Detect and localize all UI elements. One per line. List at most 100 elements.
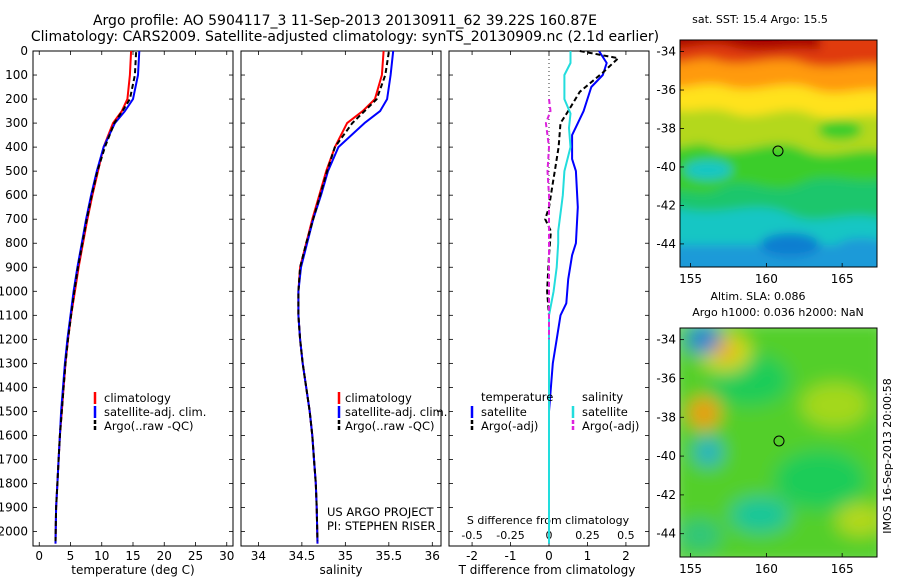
x-tick-label: 25 [188, 549, 203, 563]
sst-map-panel: sat. SST: 15.4 Argo: 15.5 155 160 165 -34 -3… [656, 13, 878, 286]
s-difference-tick-labels: -0.5 -0.25 0 0.25 0.5 [461, 529, 634, 542]
sst-heatmap [680, 40, 877, 267]
y-tick-label: 1100 [0, 308, 28, 322]
temperature-x-axis: 0 5 10 15 20 25 30 [35, 51, 234, 563]
legend-label-argo: Argo(..raw -QC) [104, 419, 194, 433]
series-line-argo-raw-qc [297, 52, 390, 542]
temperature-x-label: temperature (deg C) [71, 563, 194, 577]
y-tick-label: 1300 [0, 356, 28, 370]
legend-label-argo: Argo(..raw -QC) [345, 419, 435, 433]
map-y-tick-label: -38 [656, 121, 676, 135]
sla-map-panel: Altim. SLA: 0.086 Argo h1000: 0.036 h200… [656, 290, 894, 576]
y-tick-label: 0 [20, 44, 28, 58]
map-y-tick-label: -38 [656, 410, 676, 424]
legend-label-climatology: climatology [104, 391, 171, 405]
temperature-legend: climatology satellite-adj. clim. Argo(..… [93, 391, 206, 433]
legend-label-satellite: satellite-adj. clim. [345, 405, 447, 419]
y-tick-label: 400 [5, 140, 28, 154]
s-tick-label: 0.25 [575, 529, 600, 542]
figure-title-line1: Argo profile: AO 5904117_3 11-Sep-2013 2… [93, 13, 597, 29]
x-tick-label: 35 [338, 549, 353, 563]
x-tick-label: 0 [35, 549, 43, 563]
x-tick-label: 30 [219, 549, 234, 563]
x-tick-label: 5 [67, 549, 75, 563]
difference-series [544, 50, 620, 544]
temperature-panel: temperature (deg C) 01002003004005006007… [0, 44, 649, 577]
legend-label-s-satellite: satellite [582, 405, 628, 419]
t-difference-x-label: T difference from climatology [458, 563, 636, 577]
map-x-tick-label: 165 [831, 562, 854, 576]
y-tick-label: 300 [5, 116, 28, 130]
legend-label-satellite: satellite-adj. clim. [104, 405, 206, 419]
argo-location-marker [772, 145, 784, 157]
y-tick-label: 1600 [0, 428, 28, 442]
map-x-tick-label: 160 [755, 562, 778, 576]
project-annotation: US ARGO PROJECT [327, 505, 435, 519]
y-tick-label: 500 [5, 164, 28, 178]
y-tick-label: 200 [5, 92, 28, 106]
pi-annotation: PI: STEPHEN RISER [327, 519, 436, 533]
map-y-tick-label: -42 [656, 488, 676, 502]
map-y-tick-label: -44 [656, 237, 676, 251]
salinity-x-axis: 34 34.5 35 35.5 36 [251, 51, 440, 563]
s-tick-label: -0.25 [496, 529, 524, 542]
sla-map-title-line1: Altim. SLA: 0.086 [710, 290, 805, 303]
y-tick-label: 1500 [0, 404, 28, 418]
sla-map-axes: 155 160 165 -34 -36 -38 -40 -42 -44 [656, 333, 853, 576]
x-tick-label: 2 [622, 549, 630, 563]
salinity-series [297, 50, 395, 544]
map-y-tick-label: -36 [656, 371, 676, 385]
temperature-axes-frame [32, 50, 234, 547]
x-tick-label: 20 [157, 549, 172, 563]
t-difference-x-axis: -2 -1 0 1 2 [466, 51, 630, 563]
map-y-tick-label: -34 [656, 333, 676, 347]
salinity-axes-frame [240, 50, 442, 547]
map-x-tick-label: 155 [679, 562, 702, 576]
map-y-tick-label: -44 [656, 527, 676, 541]
y-tick-label: 1400 [0, 380, 28, 394]
x-tick-label: 34 [251, 549, 266, 563]
series-line-salinity-argo-adj [544, 98, 552, 340]
x-tick-label: 36 [425, 549, 440, 563]
depth-y-axis: 0 100 200 300 400 500 600 700 800 900 1000 1100 1200… [0, 44, 649, 539]
series-line-climatology [54, 50, 133, 544]
imos-side-label: IMOS 16-Sep-2013 20:00:58 [881, 378, 894, 533]
series-line-temperature-satellite [548, 50, 608, 544]
figure-title-line2: Climatology: CARS2009. Satellite-adjuste… [31, 29, 659, 45]
x-tick-label: 10 [94, 549, 109, 563]
map-x-tick-label: 160 [755, 272, 778, 286]
argo-location-marker [773, 435, 785, 447]
temperature-series [54, 50, 141, 544]
series-line-argo-raw-qc [54, 52, 138, 542]
y-tick-label: 2000 [0, 525, 28, 539]
x-tick-label: 34.5 [289, 549, 316, 563]
x-tick-label: 35.5 [375, 549, 402, 563]
salinity-legend: climatology satellite-adj. clim. Argo(..… [337, 391, 447, 433]
x-tick-label: 1 [584, 549, 592, 563]
s-tick-label: -0.5 [461, 529, 482, 542]
series-line-temperature-argo-adj [544, 50, 620, 542]
y-tick-label: 900 [5, 260, 28, 274]
x-tick-label: -2 [466, 549, 478, 563]
sla-map-frame [679, 327, 878, 558]
legend-label-climatology: climatology [345, 391, 412, 405]
s-tick-label: 0.5 [617, 529, 635, 542]
series-line-satellite-adj-clim [54, 50, 141, 544]
legend-label-s-argo: Argo(-adj) [582, 419, 639, 433]
sst-map-title: sat. SST: 15.4 Argo: 15.5 [692, 13, 828, 26]
salinity-panel: salinity 34 34.5 35 35.5 36 climatology sate… [240, 50, 447, 577]
x-tick-label: 15 [125, 549, 140, 563]
map-y-tick-label: -42 [656, 198, 676, 212]
y-tick-label: 100 [5, 68, 28, 82]
x-tick-label: 0 [545, 549, 553, 563]
legend-label-t-argo: Argo(-adj) [481, 419, 538, 433]
difference-legend: temperature satellite Argo(-adj) salinit… [470, 390, 639, 433]
x-tick-label: -1 [505, 549, 517, 563]
legend-title-temperature: temperature [481, 390, 553, 404]
y-tick-label: 1200 [0, 332, 28, 346]
map-y-tick-label: -40 [656, 449, 676, 463]
map-y-tick-label: -34 [656, 45, 676, 59]
y-tick-label: 1800 [0, 477, 28, 491]
sst-map-frame [679, 39, 878, 268]
